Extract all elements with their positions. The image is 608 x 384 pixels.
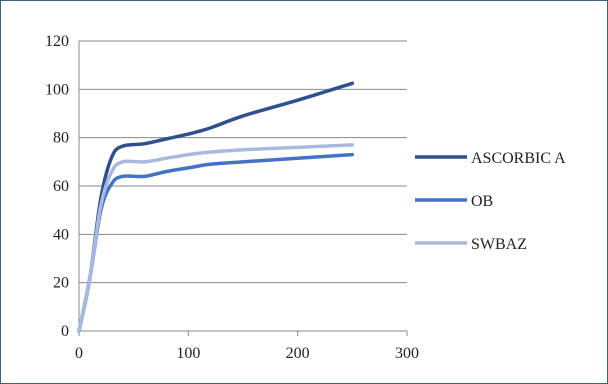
series-line-ob: [77, 152, 355, 333]
legend-label-ob: OB: [471, 193, 493, 210]
y-tick-label: 40: [53, 226, 69, 243]
legend-label-swbaz: SWBAZ: [471, 236, 527, 253]
series-line-ascorbic-a: [77, 81, 355, 333]
legend: ASCORBIC A OB SWBAZ: [415, 150, 566, 253]
x-tick-label: 300: [395, 345, 419, 362]
y-tick-label: 80: [53, 130, 69, 147]
y-tick-label: 0: [61, 323, 69, 340]
series-line-swbaz: [77, 143, 355, 333]
y-tick-label: 120: [45, 33, 69, 50]
x-tick-label: 0: [75, 345, 83, 362]
legend-label-ascorbic-a: ASCORBIC A: [471, 150, 566, 167]
series-layer: [77, 81, 355, 333]
y-tick-label: 100: [45, 81, 69, 98]
y-tick-label: 20: [53, 275, 69, 292]
x-tick-label: 200: [286, 345, 310, 362]
x-tick-label: 100: [176, 345, 200, 362]
y-tick-label: 60: [53, 178, 69, 195]
grid-layer: [79, 40, 407, 332]
